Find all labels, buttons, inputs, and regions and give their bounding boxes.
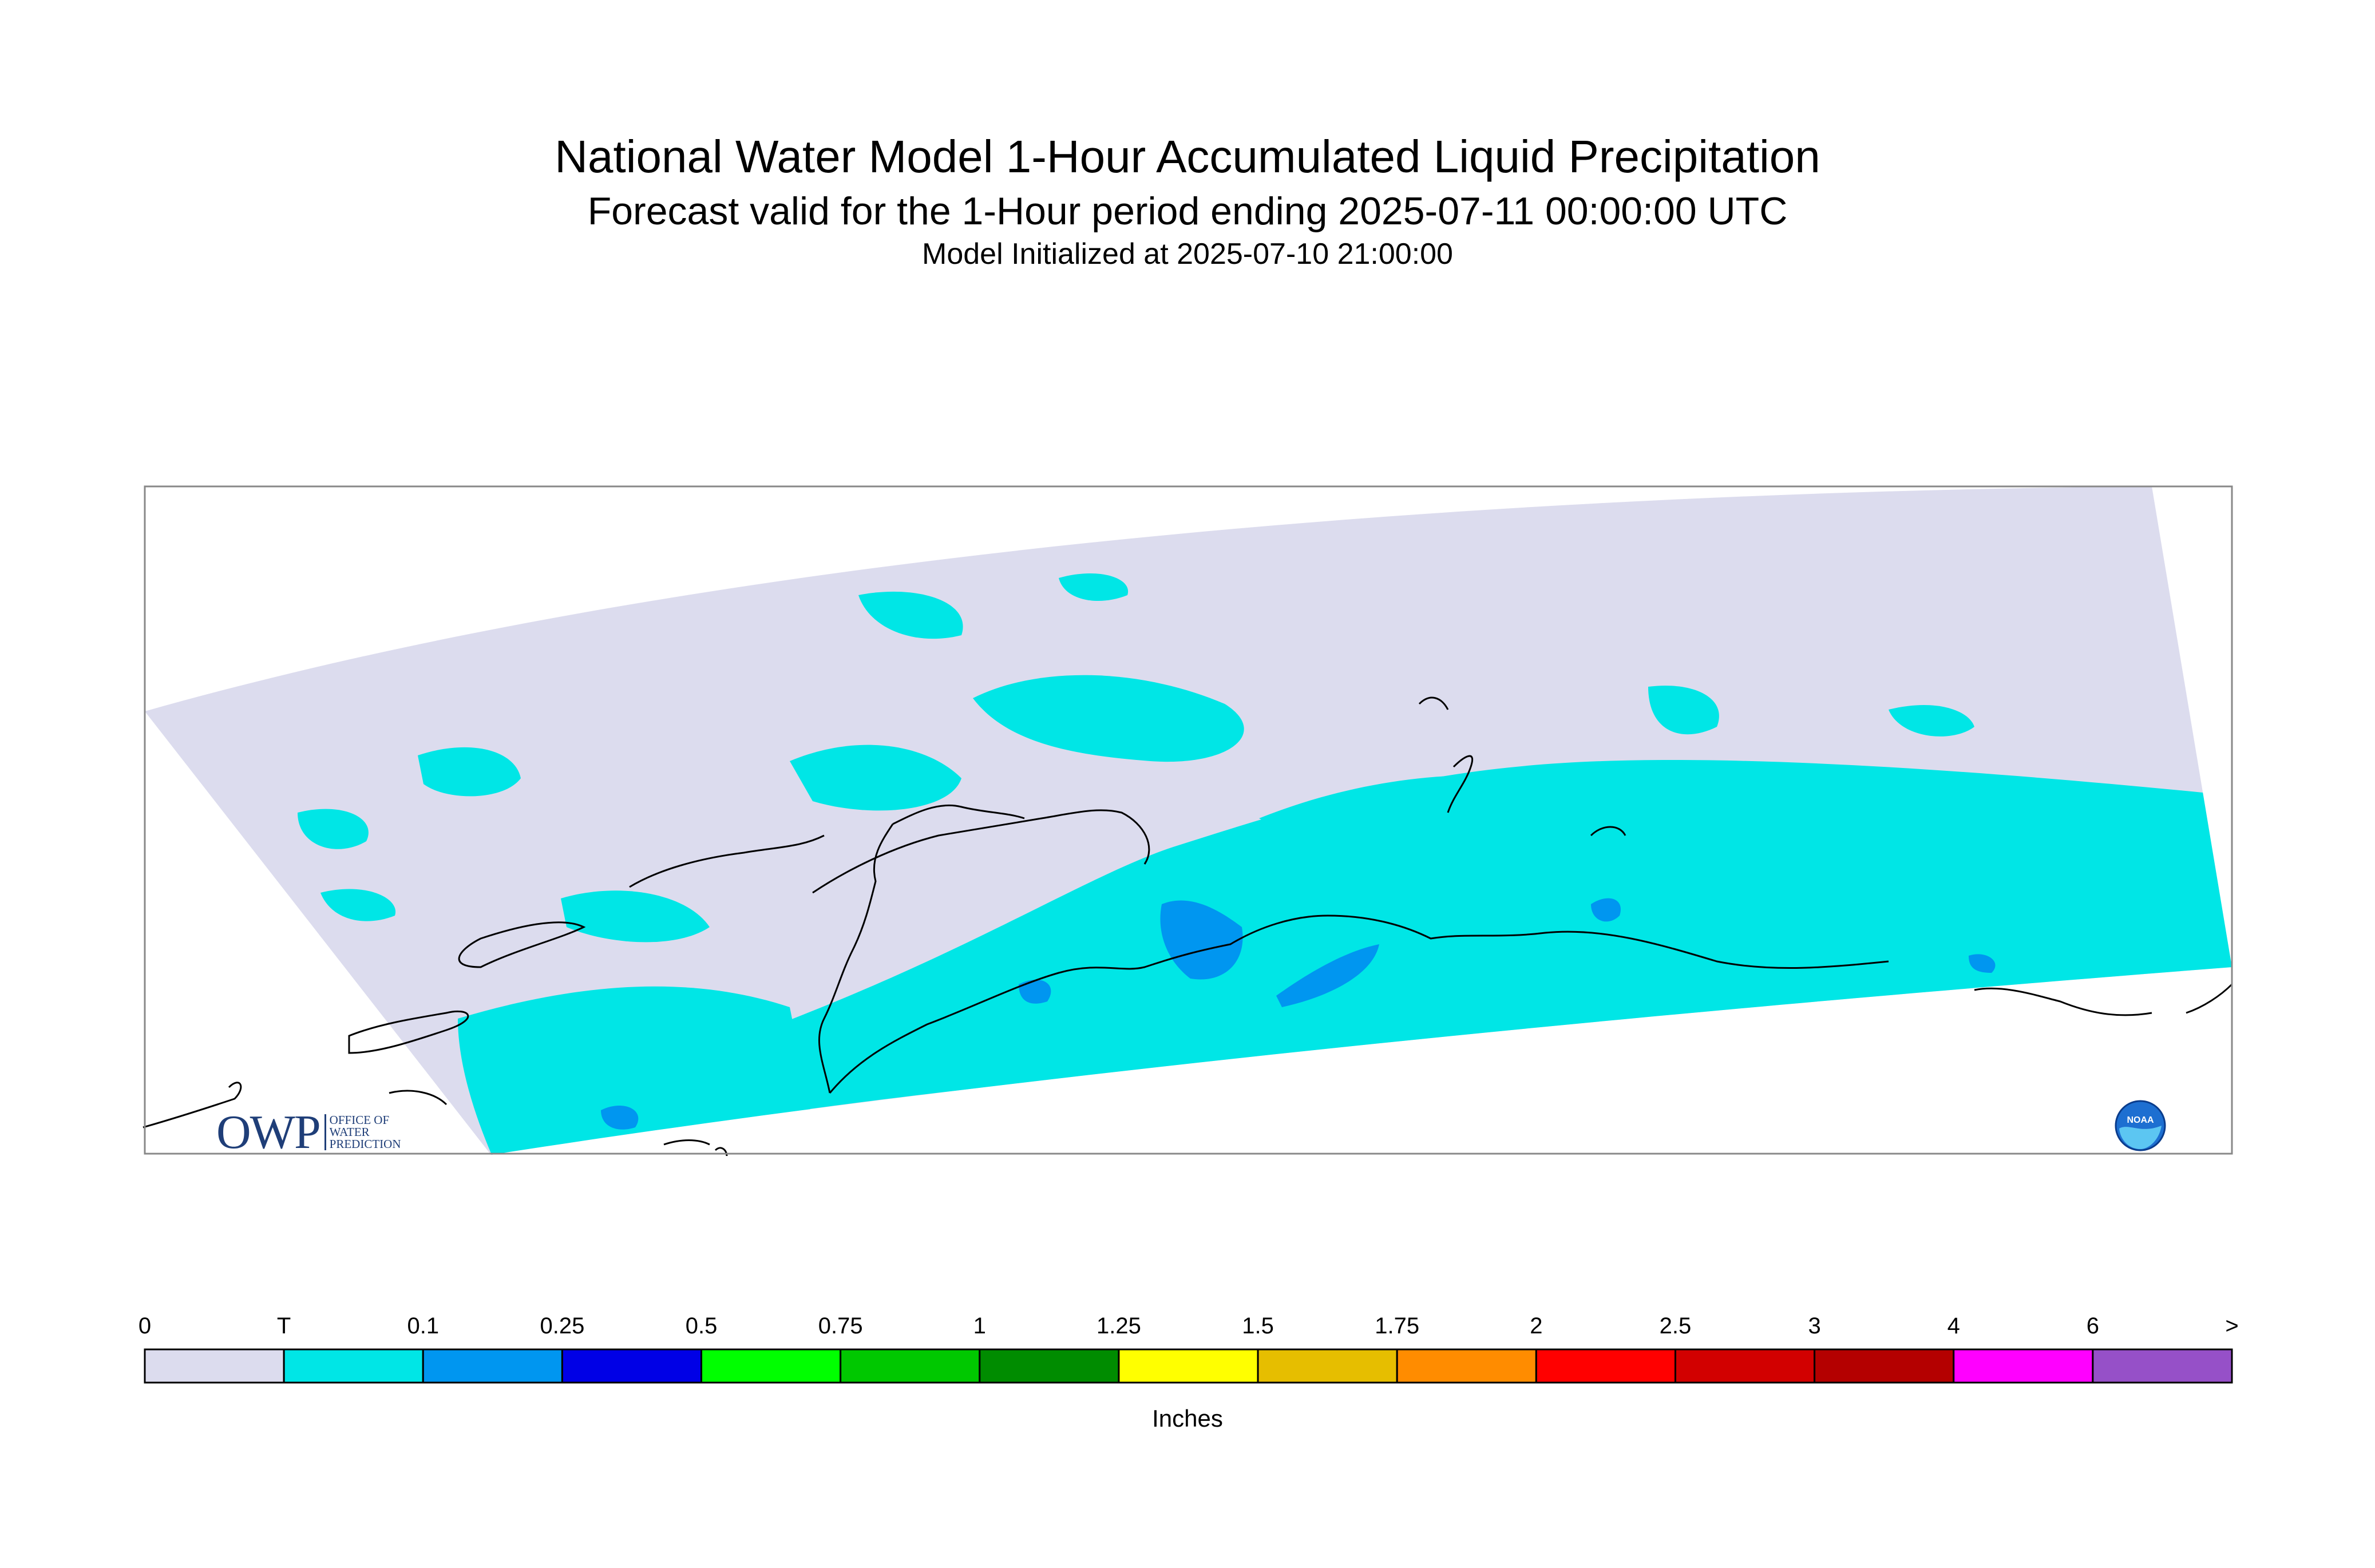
- owp-logo-letters: OWP: [216, 1106, 321, 1159]
- legend-color-bar: [144, 1348, 2233, 1384]
- noaa-logo-text: NOAA: [2127, 1115, 2154, 1125]
- legend-swatch: [561, 1348, 703, 1384]
- legend-swatch: [1535, 1348, 1676, 1384]
- map-title: National Water Model 1-Hour Accumulated …: [555, 131, 1820, 182]
- model-init-line: Model Initialized at 2025-07-10 21:00:00: [922, 237, 1453, 271]
- legend-swatch: [979, 1348, 1120, 1384]
- legend-swatch: [2092, 1348, 2233, 1384]
- legend-swatch: [144, 1348, 285, 1384]
- legend-units: Inches: [1152, 1405, 1223, 1432]
- legend-swatch: [1674, 1348, 1816, 1384]
- precip-light-areas: [601, 898, 1996, 1130]
- legend-swatch: [283, 1348, 424, 1384]
- legend-swatch: [1814, 1348, 1955, 1384]
- map-subtitle: Forecast valid for the 1-Hour period end…: [587, 189, 1788, 233]
- legend-swatch: [1953, 1348, 2094, 1384]
- legend-swatch: [1257, 1348, 1398, 1384]
- legend-swatch: [1396, 1348, 1537, 1384]
- owp-logo: OWP OFFICE OF WATER PREDICTION: [216, 1104, 404, 1160]
- map-frame: [144, 485, 2233, 1155]
- legend-swatch: [840, 1348, 981, 1384]
- legend-swatch: [700, 1348, 842, 1384]
- coastlines: [142, 696, 2233, 1157]
- noaa-logo: NOAA: [2115, 1100, 2166, 1151]
- legend-swatch: [422, 1348, 563, 1384]
- owp-logo-subtitle: OFFICE OF WATER PREDICTION: [324, 1114, 404, 1150]
- legend-swatch: [1118, 1348, 1259, 1384]
